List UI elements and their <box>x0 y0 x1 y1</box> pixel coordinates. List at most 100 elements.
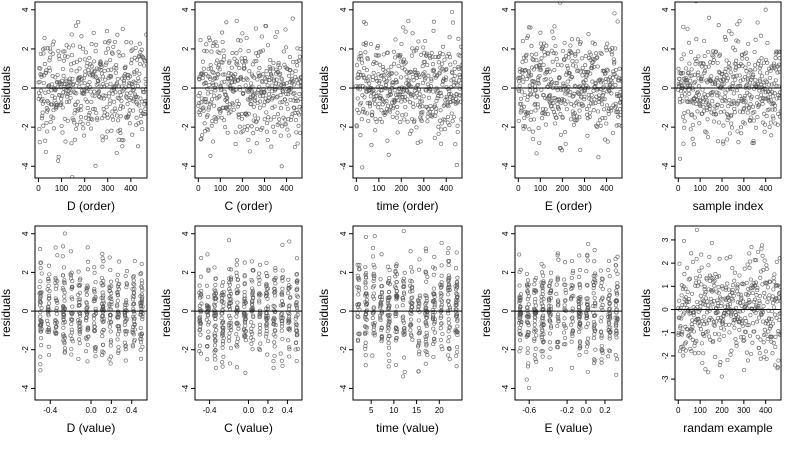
data-point <box>561 98 566 103</box>
data-point <box>116 287 121 292</box>
data-point <box>98 60 103 65</box>
data-point <box>742 367 747 373</box>
data-point <box>433 109 438 115</box>
data-point <box>68 95 73 101</box>
data-point <box>518 304 523 309</box>
data-point <box>266 92 271 97</box>
data-point <box>741 299 746 304</box>
data-point <box>410 337 415 342</box>
data-point <box>445 299 451 304</box>
data-point <box>431 354 436 360</box>
data-point <box>38 309 43 315</box>
data-point <box>264 74 269 80</box>
data-point <box>212 287 217 292</box>
data-point <box>588 71 593 76</box>
data-point <box>107 303 112 308</box>
data-point <box>60 66 65 72</box>
data-point <box>59 78 65 83</box>
data-point <box>686 40 692 45</box>
data-point <box>401 318 406 323</box>
data-point <box>227 282 232 287</box>
data-point <box>279 276 284 281</box>
data-point <box>267 64 272 69</box>
data-point <box>429 106 434 111</box>
data-point <box>591 108 596 113</box>
data-point <box>742 121 747 126</box>
data-point <box>134 115 139 120</box>
data-point <box>132 287 137 292</box>
data-point <box>565 63 570 68</box>
data-point <box>740 321 745 326</box>
data-point <box>221 72 226 77</box>
data-point <box>278 93 283 98</box>
data-point <box>733 337 738 342</box>
data-point <box>280 336 285 341</box>
data-point <box>358 73 363 78</box>
data-point <box>594 56 599 61</box>
data-point <box>432 68 437 74</box>
data-point <box>455 330 460 335</box>
data-point <box>359 57 364 62</box>
x-tick-label: 0.0 <box>85 406 97 415</box>
data-point <box>356 266 362 271</box>
data-point <box>425 352 430 358</box>
data-point <box>280 316 285 321</box>
data-point <box>54 104 59 110</box>
x-tick-label: 0 <box>354 184 359 193</box>
data-point <box>713 81 718 86</box>
data-point <box>767 326 772 331</box>
data-point <box>246 48 251 54</box>
data-point <box>91 299 96 304</box>
data-point <box>764 114 769 119</box>
data-point <box>225 130 230 135</box>
data-point <box>85 285 90 290</box>
data-point <box>109 291 114 296</box>
data-point <box>380 64 385 69</box>
data-point <box>603 116 608 121</box>
data-point <box>446 298 451 303</box>
data-point <box>518 292 524 297</box>
data-point <box>432 298 437 303</box>
data-point <box>255 53 260 58</box>
data-point <box>742 93 747 99</box>
data-point <box>78 119 83 124</box>
data-point <box>112 106 117 111</box>
data-point <box>519 322 524 327</box>
data-point <box>69 327 74 332</box>
data-point <box>600 308 605 313</box>
data-point <box>770 321 775 326</box>
data-point <box>555 275 560 280</box>
data-point <box>615 254 620 259</box>
data-point <box>42 46 47 51</box>
data-point <box>140 127 145 132</box>
data-point <box>138 325 143 330</box>
data-point <box>382 112 387 117</box>
data-point <box>684 66 689 71</box>
data-point <box>286 283 291 288</box>
data-point <box>92 265 97 270</box>
data-point <box>68 272 73 277</box>
data-point <box>714 319 719 324</box>
data-point <box>124 281 129 286</box>
data-point <box>242 281 247 286</box>
data-point <box>682 302 687 307</box>
data-point <box>91 316 96 321</box>
data-point <box>385 50 390 55</box>
data-point <box>140 281 145 286</box>
data-point <box>427 110 432 115</box>
data-point <box>100 283 105 288</box>
data-point <box>40 110 45 115</box>
data-point <box>532 336 537 341</box>
data-point <box>548 311 553 316</box>
data-point <box>518 338 523 343</box>
data-point <box>220 311 225 316</box>
data-point <box>532 352 537 358</box>
data-point <box>368 101 373 106</box>
data-point <box>76 78 81 83</box>
data-point <box>402 94 407 99</box>
data-point <box>108 267 113 273</box>
data-point <box>749 351 754 357</box>
data-point <box>127 108 132 113</box>
data-point <box>521 104 527 109</box>
y-axis-title: residuals <box>317 289 331 337</box>
